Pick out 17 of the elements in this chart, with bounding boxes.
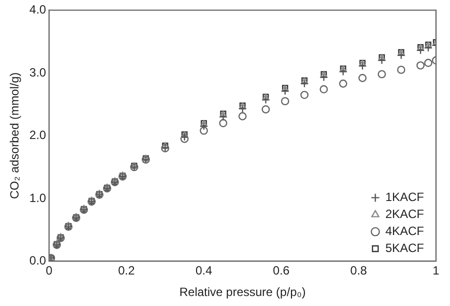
x-axis-title: Relative pressure (p/p₀) — [179, 285, 306, 300]
y-axis-title: CO₂ adsorbed (mmol/g) — [8, 72, 22, 200]
x-tick-label: 0.2 — [118, 264, 136, 278]
legend-label: 4KACF — [385, 224, 424, 238]
y-tick-label: 0.0 — [29, 254, 46, 268]
legend-label: 2KACF — [385, 207, 424, 222]
legend-label: 1KACF — [385, 190, 424, 204]
y-tick-label: 4.0 — [29, 2, 46, 17]
y-tick-label: 1.0 — [29, 190, 46, 205]
y-tick-label: 3.0 — [29, 65, 46, 80]
x-tick-label: 0.6 — [272, 264, 290, 278]
y-tick-label: 2.0 — [29, 128, 46, 142]
x-tick-label: 0 — [46, 264, 53, 278]
x-tick-label: 1 — [432, 264, 440, 278]
x-tick-label: 0.4 — [196, 264, 213, 278]
x-tick-label: 0.8 — [350, 264, 368, 278]
legend-label: 5KACF — [385, 241, 424, 256]
